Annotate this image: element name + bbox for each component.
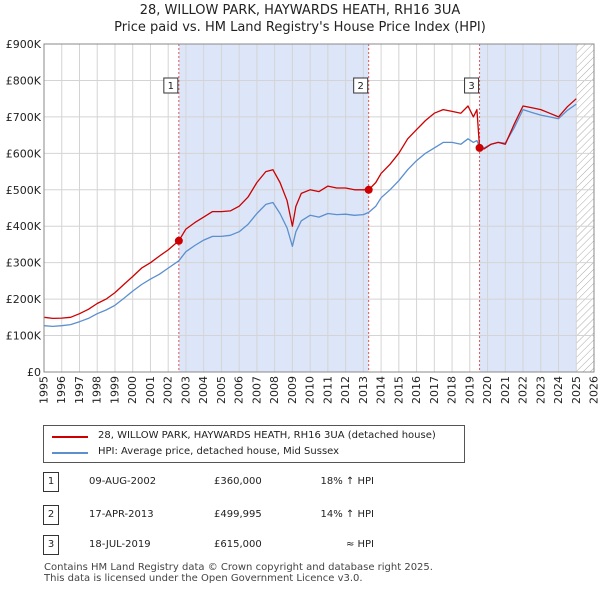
transaction-row: 2 17-APR-2013 £499,995 14% ↑ HPI: [0, 505, 600, 525]
sale-point: [475, 143, 484, 152]
transaction-hpi-delta: 14% ↑ HPI: [320, 509, 374, 520]
x-tick-label: 2000: [126, 376, 139, 404]
x-tick-label: 2005: [215, 376, 228, 404]
plot-frame: [43, 43, 595, 373]
forecast-hatch: [576, 44, 594, 372]
x-tick-label: 2025: [570, 376, 583, 404]
shaded-period: [178, 44, 369, 372]
x-tick-label: 2010: [304, 376, 317, 404]
x-tick-label: 2024: [552, 376, 565, 404]
sale-point: [174, 236, 183, 245]
transaction-date: 17-APR-2013: [89, 509, 154, 520]
x-tick-label: 2020: [481, 376, 494, 404]
x-tick-label: 1996: [55, 376, 68, 404]
sale-label: 3: [468, 81, 474, 92]
legend-label-hpi: HPI: Average price, detached house, Mid …: [98, 446, 340, 457]
x-tick-label: 2026: [588, 376, 600, 404]
y-tick-label: £500K: [6, 184, 42, 197]
copyright-notice: Contains HM Land Registry data © Crown c…: [44, 562, 433, 573]
x-tick-label: 1998: [91, 376, 104, 404]
y-tick-label: £600K: [6, 147, 42, 160]
x-tick-label: 2019: [463, 376, 476, 404]
sale-label-box: [464, 77, 480, 94]
x-tick-label: 2015: [392, 376, 405, 404]
y-tick-label: £800K: [6, 74, 42, 87]
x-tick-label: 2002: [162, 376, 175, 404]
x-tick-label: 2022: [517, 376, 530, 404]
x-tick-label: 2009: [286, 376, 299, 404]
sale-label-box: [353, 77, 369, 94]
hpi-line: [43, 103, 577, 328]
property-price-line: [43, 98, 577, 320]
sale-label: 2: [357, 81, 363, 92]
x-tick-label: 2004: [197, 376, 210, 404]
transaction-price: £360,000: [214, 476, 262, 487]
transaction-number: 1: [43, 472, 59, 492]
transaction-row: 3 18-JUL-2019 £615,000 ≈ HPI: [0, 535, 600, 555]
x-tick-label: 2018: [446, 376, 459, 404]
y-tick-label: £300K: [6, 257, 42, 270]
transaction-hpi-delta: 18% ↑ HPI: [320, 476, 374, 487]
x-tick-label: 2003: [179, 376, 192, 404]
x-tick-label: 1999: [108, 376, 121, 404]
transaction-date: 09-AUG-2002: [89, 476, 157, 487]
legend-swatch-property: [52, 436, 88, 438]
transaction-number: 3: [43, 535, 59, 555]
y-tick-label: £0: [27, 366, 41, 379]
y-tick-label: £200K: [6, 293, 42, 306]
transaction-price: £499,995: [214, 509, 262, 520]
x-tick-label: 2017: [428, 376, 441, 404]
transaction-number: 2: [43, 505, 59, 525]
shaded-period: [479, 44, 577, 372]
legend: 28, WILLOW PARK, HAYWARDS HEATH, RH16 3U…: [43, 425, 465, 463]
transaction-date: 18-JUL-2019: [89, 539, 151, 550]
sale-label: 1: [168, 81, 174, 92]
x-tick-label: 1997: [73, 376, 86, 404]
x-tick-label: 2014: [375, 376, 388, 404]
x-tick-label: 2001: [144, 376, 157, 404]
y-tick-label: £400K: [6, 220, 42, 233]
x-tick-label: 2016: [410, 376, 423, 404]
x-tick-label: 2008: [268, 376, 281, 404]
legend-swatch-hpi: [52, 452, 88, 454]
transaction-hpi-delta: ≈ HPI: [345, 539, 374, 550]
x-tick-label: 2006: [233, 376, 246, 404]
chart-title: 28, WILLOW PARK, HAYWARDS HEATH, RH16 3U…: [139, 3, 461, 18]
licence-notice: This data is licensed under the Open Gov…: [44, 573, 363, 584]
transaction-row: 1 09-AUG-2002 £360,000 18% ↑ HPI: [0, 472, 600, 492]
y-tick-label: £100K: [6, 330, 42, 343]
x-tick-label: 2007: [250, 376, 263, 404]
x-tick-label: 1995: [38, 376, 51, 404]
price-chart: 1 2 3 £0 £100K £200K £300K £400K £500K £600K £700…: [6, 38, 600, 404]
x-tick-label: 2011: [321, 376, 334, 404]
legend-label-property: 28, WILLOW PARK, HAYWARDS HEATH, RH16 3U…: [98, 430, 436, 441]
y-tick-label: £900K: [6, 38, 42, 51]
x-tick-label: 2013: [357, 376, 370, 404]
y-tick-label: £700K: [6, 111, 42, 124]
sale-label-box: [163, 77, 179, 94]
x-tick-label: 2023: [534, 376, 547, 404]
transaction-price: £615,000: [214, 539, 262, 550]
chart-subtitle: Price paid vs. HM Land Registry's House …: [114, 20, 486, 35]
x-tick-label: 2021: [499, 376, 512, 404]
sale-point: [364, 185, 373, 194]
x-tick-label: 2012: [339, 376, 352, 404]
